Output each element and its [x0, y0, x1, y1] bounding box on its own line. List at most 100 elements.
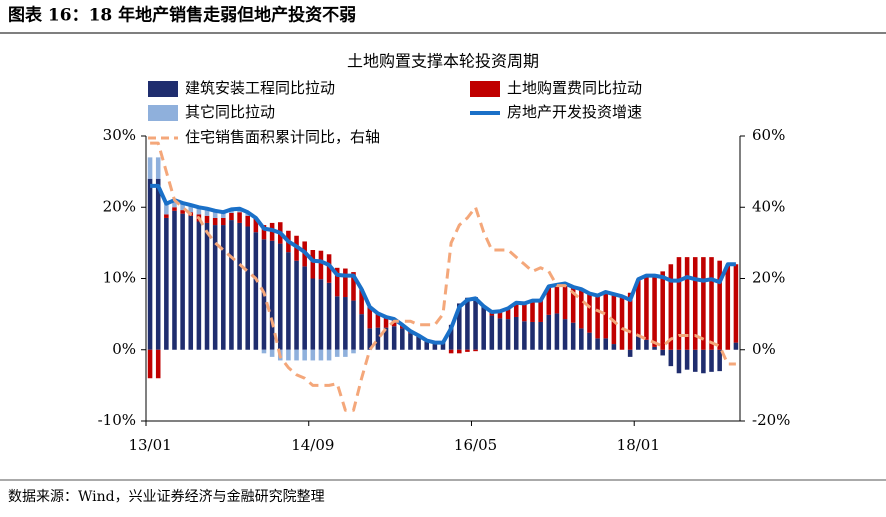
bar	[318, 349, 324, 361]
bar	[660, 349, 665, 356]
bar	[164, 214, 169, 218]
bar	[375, 327, 381, 350]
bar	[221, 217, 226, 226]
x-tick-label: 16/05	[454, 436, 497, 454]
bar	[253, 217, 259, 233]
bar	[579, 289, 584, 329]
bar	[343, 297, 348, 350]
y2-tick-label: 60%	[752, 126, 785, 144]
bar	[644, 339, 649, 350]
bar	[334, 267, 340, 297]
bar	[204, 208, 210, 216]
bar	[440, 342, 446, 350]
bar	[587, 293, 592, 333]
bar	[229, 220, 234, 350]
line-series	[150, 183, 736, 345]
bar	[221, 225, 226, 350]
bar	[261, 349, 267, 354]
bar	[351, 272, 356, 301]
bar	[326, 254, 332, 283]
bar	[147, 178, 153, 350]
bar	[570, 287, 576, 323]
bar	[627, 292, 633, 350]
bar	[692, 349, 698, 372]
bar	[522, 303, 527, 322]
y-tick-label: 0%	[112, 340, 136, 358]
bar	[733, 264, 739, 343]
bar	[400, 328, 405, 350]
bar	[212, 225, 218, 350]
bar	[456, 303, 462, 350]
bar	[375, 313, 381, 328]
bar	[611, 294, 617, 345]
bar	[579, 328, 584, 350]
bar	[652, 346, 657, 350]
bar	[570, 322, 576, 350]
bar	[497, 311, 503, 319]
bar	[701, 349, 706, 374]
bar	[367, 328, 373, 350]
y2-tick-label: -20%	[752, 411, 790, 429]
legend-label: 其它同比拉动	[185, 103, 275, 121]
bar	[595, 295, 600, 339]
bar	[164, 217, 169, 350]
bar	[473, 349, 478, 352]
bar	[383, 327, 389, 350]
bar	[204, 215, 210, 223]
bar	[481, 306, 486, 350]
bar	[554, 313, 560, 350]
bar	[294, 349, 299, 361]
bar	[147, 157, 153, 179]
bar	[717, 349, 722, 372]
bar	[513, 302, 519, 317]
source: 数据来源：Wind，兴业证券经济与金融研究院整理	[8, 489, 325, 505]
bar	[684, 349, 690, 370]
bar	[188, 215, 194, 350]
bar	[302, 349, 307, 361]
bar	[326, 349, 332, 361]
bar	[424, 341, 430, 350]
y-tick-label: -10%	[98, 411, 136, 429]
bar	[196, 221, 202, 350]
bar	[522, 321, 527, 350]
y-tick-label: 30%	[103, 126, 136, 144]
bar	[172, 200, 177, 208]
legend-swatch	[148, 81, 178, 97]
bar	[318, 250, 324, 280]
bar	[676, 349, 682, 374]
bar	[172, 207, 177, 211]
bar	[530, 321, 535, 350]
bar	[587, 332, 592, 350]
bar	[351, 349, 356, 354]
bar	[383, 316, 389, 328]
bar	[595, 338, 600, 350]
bar	[261, 225, 267, 240]
bar	[147, 349, 153, 379]
bar	[709, 349, 714, 372]
bar	[668, 349, 674, 367]
y-tick-label: 20%	[103, 197, 136, 215]
bar	[351, 300, 356, 350]
legend-label: 建筑安装工程同比拉动	[185, 79, 335, 97]
bar	[554, 284, 560, 314]
bar	[489, 315, 495, 350]
bar	[245, 226, 250, 350]
bar	[155, 157, 161, 179]
figure-title: 图表 16：18 年地产销售走弱但地产投资不弱	[8, 5, 356, 26]
bar	[538, 321, 543, 350]
bar	[229, 212, 234, 221]
legend-label: 土地购置费同比拉动	[507, 79, 642, 97]
legend-swatch	[148, 105, 178, 121]
x-tick-label: 14/09	[291, 436, 334, 454]
legend-label: 住宅销售面积累计同比，右轴	[185, 128, 380, 146]
bar	[603, 338, 609, 350]
y-tick-label: 10%	[103, 269, 136, 287]
y2-tick-label: 20%	[752, 269, 785, 287]
bar	[644, 275, 649, 340]
bar	[546, 286, 552, 315]
bar	[684, 257, 690, 350]
legend-swatch	[470, 81, 500, 97]
bar	[359, 289, 364, 315]
bar	[310, 250, 316, 279]
bar	[180, 210, 185, 214]
